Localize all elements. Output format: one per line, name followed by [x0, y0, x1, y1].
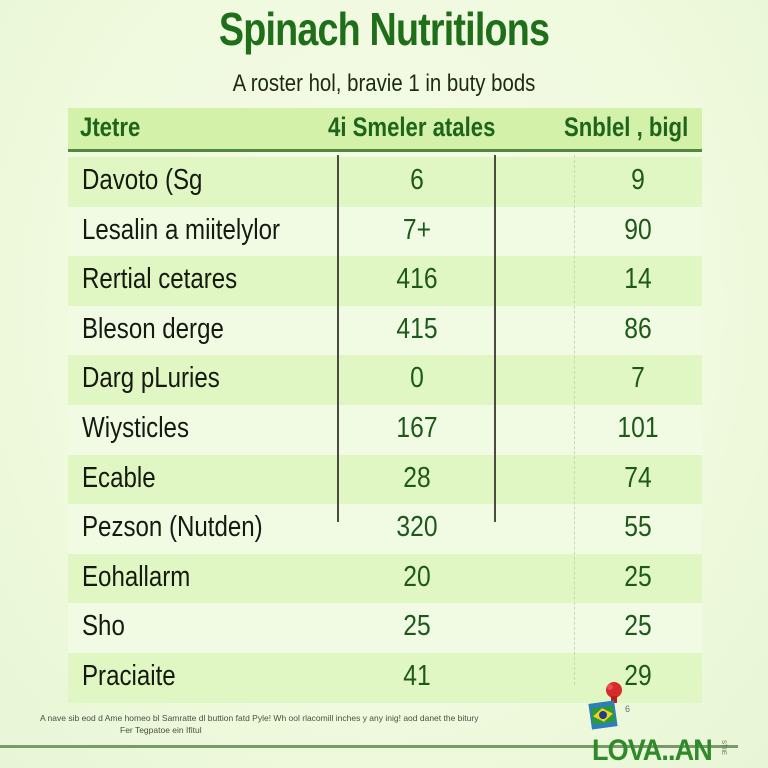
- table-row: Ecable 28 74: [68, 454, 702, 505]
- dotted-divider: [574, 155, 575, 685]
- row-value-1: 6: [410, 164, 424, 196]
- row-name: Sho: [82, 610, 125, 643]
- row-value-2: 55: [624, 511, 652, 544]
- row-value-2: 90: [624, 213, 652, 246]
- table-row: Pezson (Nutden) 320 55: [68, 504, 702, 554]
- row-value-2: 14: [624, 263, 652, 296]
- page-subtitle: A roster hol, bravie 1 in buty bods: [232, 70, 536, 97]
- row-value-2: 7: [631, 362, 645, 395]
- brand-side-text: STIIE: [720, 740, 726, 756]
- row-name: Lesalin a miitelylor: [82, 213, 280, 246]
- table-row: Bleson derge 415 86: [68, 305, 702, 356]
- row-value-2: 25: [624, 560, 652, 593]
- table-row: Eohallarm 20 25: [68, 553, 702, 604]
- row-value-2: 29: [624, 659, 652, 692]
- row-value-2: 74: [624, 461, 652, 494]
- column-header-name: Jtetre: [80, 112, 141, 142]
- table-row: Lesalin a miitelylor 7+ 90: [68, 206, 702, 257]
- row-name: Rertial cetares: [82, 263, 238, 296]
- row-name: Pezson (Nutden): [82, 511, 263, 544]
- table-row: Wiysticles 167 101: [68, 404, 702, 455]
- table-header: Jtetre 4i Smeler atales Snblel , bigl: [68, 108, 702, 152]
- row-value-2: 86: [624, 312, 652, 345]
- column-header-value-1: 4i Smeler atales: [328, 112, 496, 142]
- row-value-1: 28: [403, 461, 431, 494]
- row-name: Ecable: [82, 461, 156, 494]
- table-row: Rertial cetares 416 14: [68, 256, 702, 306]
- badge-number: 6: [625, 704, 631, 714]
- column-divider: [337, 155, 339, 522]
- boxing-glove-icon: [606, 682, 622, 703]
- footnote: A nave sib eod d Ame homeo bl Samratte d…: [30, 712, 590, 736]
- row-value-1: 41: [403, 659, 431, 692]
- row-value-2: 101: [617, 411, 659, 444]
- row-value-1: 416: [396, 263, 438, 296]
- row-name: Darg pLuries: [82, 362, 220, 395]
- row-value-1: 7+: [402, 213, 432, 246]
- row-value-1: 25: [403, 610, 431, 643]
- row-name: Praciaite: [82, 659, 176, 692]
- table-row: Davoto (Sg 6 9: [68, 157, 702, 207]
- column-divider: [494, 155, 496, 522]
- table-row: Praciaite 41 29: [68, 652, 702, 703]
- flag-icon: [588, 700, 618, 730]
- row-name: Eohallarm: [82, 560, 191, 593]
- brand-logo: LOVA..AN: [592, 734, 713, 767]
- row-value-2: 9: [631, 164, 645, 196]
- row-value-1: 20: [403, 560, 431, 593]
- row-name: Davoto (Sg: [82, 164, 203, 196]
- footnote-line-1: A nave sib eod d Ame homeo bl Samratte d…: [40, 713, 479, 723]
- row-value-1: 320: [396, 511, 438, 544]
- row-value-1: 415: [396, 312, 438, 345]
- column-header-value-2: Snblel , bigl: [564, 112, 689, 142]
- row-value-2: 25: [624, 610, 652, 643]
- row-name: Bleson derge: [82, 312, 224, 345]
- table-row: Sho 25 25: [68, 603, 702, 653]
- row-name: Wiysticles: [82, 411, 189, 444]
- page-title: Spinach Nutritilons: [218, 3, 550, 55]
- footnote-line-2: Fer Tegpatoe ein Ifitul: [120, 725, 202, 735]
- table-row: Darg pLuries 0 7: [68, 355, 702, 405]
- nutrition-table: Jtetre 4i Smeler atales Snblel , bigl Da…: [68, 108, 702, 703]
- row-value-1: 0: [410, 362, 424, 395]
- row-value-1: 167: [396, 411, 438, 444]
- footer-rule: [0, 745, 738, 748]
- table-body: Davoto (Sg 6 9 Lesalin a miitelylor 7+ 9…: [68, 157, 702, 703]
